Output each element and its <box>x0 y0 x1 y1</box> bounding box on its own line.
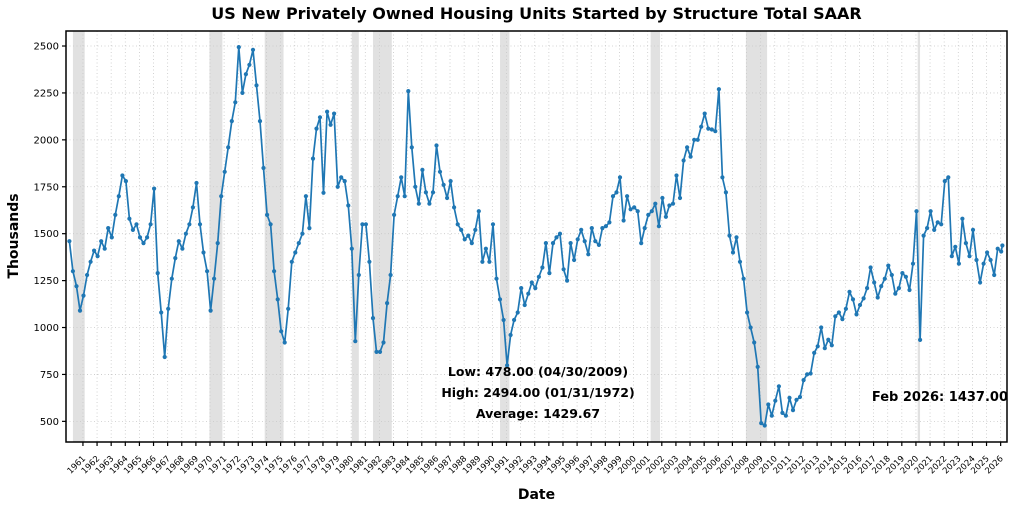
stats-low-line: Low: 478.00 (04/30/2009) <box>447 364 629 379</box>
tick-marks <box>62 45 1002 446</box>
svg-text:1000: 1000 <box>34 323 59 334</box>
grid-lines <box>66 31 1007 442</box>
svg-text:1250: 1250 <box>34 276 59 287</box>
data-point-markers <box>67 45 1005 428</box>
y-tick-labels: 500 750 1000 1250 1500 1750 2000 2250 2500 <box>34 42 59 428</box>
stats-average-line: Average: 1429.67 <box>475 406 601 421</box>
svg-text:1500: 1500 <box>34 229 59 240</box>
housing-starts-series <box>68 46 1004 427</box>
axes-box <box>65 30 1008 443</box>
latest-value-annotation: Feb 2026: 1437.00 <box>871 390 1008 405</box>
svg-text:500: 500 <box>40 417 59 428</box>
svg-text:2500: 2500 <box>34 42 59 53</box>
svg-text:2000: 2000 <box>34 135 59 146</box>
recession-bands <box>72 31 921 442</box>
stats-high-line: High: 2494.00 (01/31/1972) <box>441 385 635 400</box>
svg-text:1750: 1750 <box>34 182 59 193</box>
x-axis-label: Date <box>517 487 556 503</box>
svg-text:750: 750 <box>40 370 59 381</box>
stats-annotation: Low: 478.00 (04/30/2009) High: 2494.00 (… <box>336 361 740 424</box>
y-axis-label: Thousands <box>6 193 22 279</box>
svg-text:2250: 2250 <box>34 88 59 99</box>
chart-title: US New Privately Owned Housing Units Sta… <box>211 4 862 23</box>
x-tick-labels: 1961196219631964196519661967196819691970… <box>66 454 1006 476</box>
